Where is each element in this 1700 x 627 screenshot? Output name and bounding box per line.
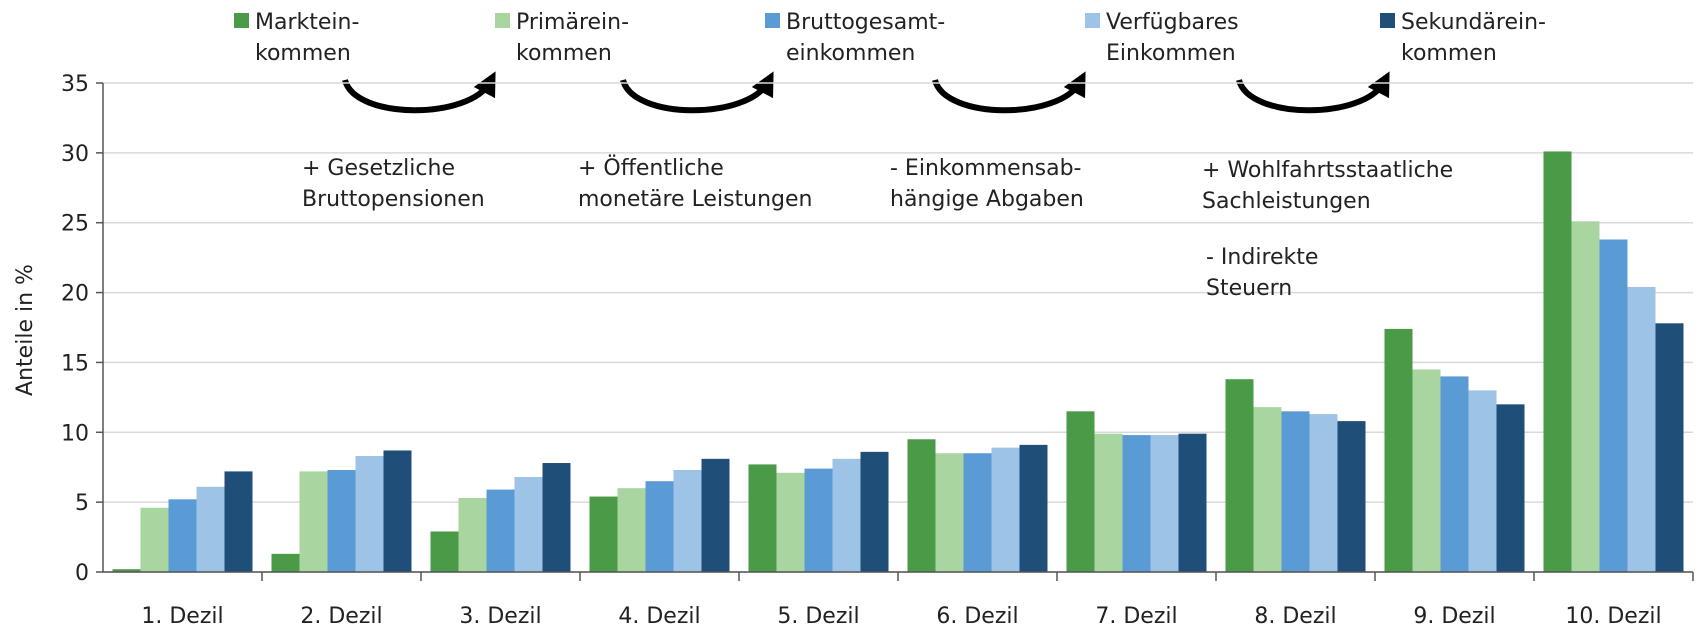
bar [1309, 414, 1338, 572]
x-tick-label: 9. Dezil [1413, 604, 1495, 627]
bar [430, 531, 459, 572]
bar [1150, 435, 1179, 572]
x-tick-label: 8. Dezil [1254, 604, 1336, 627]
legend-swatch [1085, 13, 1100, 28]
y-tick-label: 25 [61, 212, 89, 237]
bar [832, 458, 861, 572]
bar [991, 447, 1020, 572]
y-tick-label: 15 [61, 351, 89, 376]
y-axis-label: Anteile in % [13, 264, 38, 396]
bar [271, 553, 300, 572]
bar [1225, 379, 1254, 572]
annotation: - Indirekte Steuern [1206, 245, 1318, 301]
bar [1094, 433, 1123, 572]
bar [1599, 239, 1628, 573]
bar [907, 439, 936, 572]
bar [1178, 433, 1207, 572]
bar [776, 472, 805, 572]
y-tick-label: 5 [75, 491, 89, 516]
bar [299, 471, 328, 572]
bar [1496, 404, 1525, 572]
legend-label: Verfügbares Einkommen [1106, 10, 1239, 66]
annotation: + Öffentliche monetäre Leistungen [578, 155, 813, 212]
x-tick-label: 2. Dezil [300, 604, 382, 627]
x-tick-label: 3. Dezil [459, 604, 541, 627]
legend-label: Marktein-kommen [255, 10, 359, 66]
y-tick-label: 20 [61, 282, 89, 307]
bar [1384, 328, 1413, 572]
bar [1122, 435, 1151, 572]
annotation: + Gesetzliche Bruttopensionen [302, 156, 485, 212]
bar [1627, 286, 1656, 572]
bar [224, 471, 253, 572]
legend-label: Primärein-kommen [516, 10, 629, 66]
bar [1412, 369, 1441, 572]
bar [1066, 411, 1095, 572]
arrow [620, 71, 774, 114]
bar [327, 470, 356, 572]
x-tick-label: 4. Dezil [618, 604, 700, 627]
annotation: - Einkommensab-hängige Abgaben [890, 156, 1084, 212]
annotation: + Wohlfahrtsstaatliche Sachleistungen [1202, 158, 1453, 214]
bar [486, 489, 515, 572]
legend-label: Bruttogesamt-einkommen [786, 10, 945, 66]
bar [112, 569, 141, 572]
legend-swatch [1380, 13, 1395, 28]
bar [168, 499, 197, 572]
arrow [342, 71, 496, 114]
arrow [932, 71, 1086, 114]
bar [935, 453, 964, 572]
legend-swatch [495, 13, 510, 28]
legend-swatch [765, 13, 780, 28]
y-tick-label: 35 [61, 72, 89, 97]
bar [748, 464, 777, 572]
y-tick-label: 10 [61, 421, 89, 446]
bar [1337, 421, 1366, 572]
x-tick-label: 7. Dezil [1095, 604, 1177, 627]
bar [140, 507, 169, 572]
bar [701, 458, 730, 572]
bar [355, 456, 384, 572]
bar [1655, 323, 1684, 572]
bar [1281, 411, 1310, 572]
bar [383, 450, 412, 572]
bar [645, 481, 674, 572]
bar [514, 476, 543, 572]
legend-label: Sekundärein-kommen [1401, 10, 1546, 66]
bar [1440, 376, 1469, 572]
arrow [1236, 71, 1390, 114]
y-tick-label: 30 [61, 142, 89, 167]
bar [1468, 390, 1497, 572]
bar [1019, 444, 1048, 572]
x-tick-label: 5. Dezil [777, 604, 859, 627]
bar [542, 463, 571, 572]
bar [617, 488, 646, 572]
x-tick-label: 1. Dezil [141, 604, 223, 627]
x-tick-label: 10. Dezil [1565, 604, 1661, 627]
bar [860, 451, 889, 572]
bar [963, 453, 992, 572]
bar [673, 470, 702, 572]
bar [1253, 407, 1282, 572]
bar [589, 496, 618, 572]
legend-swatch [234, 13, 249, 28]
bar [196, 486, 225, 572]
bar [1571, 221, 1600, 572]
bar [804, 468, 833, 572]
x-tick-label: 6. Dezil [936, 604, 1018, 627]
bar [458, 497, 487, 572]
bar [1543, 151, 1572, 572]
y-tick-label: 0 [75, 561, 89, 586]
